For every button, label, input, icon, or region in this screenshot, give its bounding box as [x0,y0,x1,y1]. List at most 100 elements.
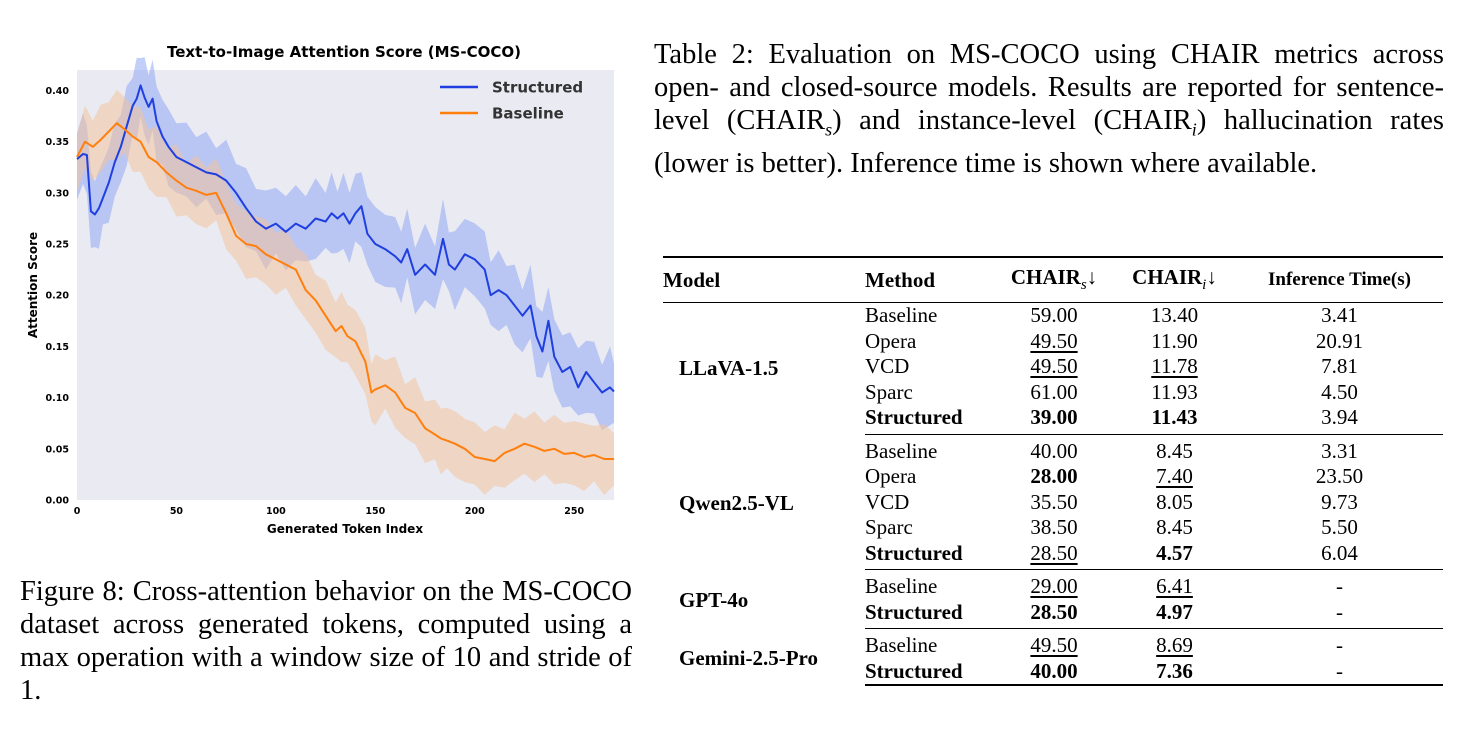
table-row: Structured 39.00 11.43 3.94 [663,405,1443,435]
y-tick-label: 0.20 [46,291,70,302]
method-cell: Structured [865,599,995,629]
header-chair-s: CHAIRs↓ [995,256,1113,303]
inference-time-cell: 9.73 [1321,489,1358,514]
chair-i-cell: 11.43 [1113,405,1236,435]
y-tick-label: 0.05 [46,444,69,455]
table-row: LLaVA-1.5 Baseline 59.00 13.40 3.41 [663,303,1443,380]
chair-s-cell: 59.00 [1030,303,1078,327]
chair-i-cell: 8.05 [1156,489,1193,514]
x-tick-label: 100 [266,506,286,517]
table-header-row: Model Method CHAIRs↓ CHAIRi↓ Inference T… [663,256,1443,303]
method-cell: Baseline [865,438,938,463]
legend-label-structured: Structured [492,79,583,97]
chart-legend: Structured Baseline [440,79,583,123]
method-cell: Structured [865,540,995,570]
inference-time-cell: 5.50 [1321,515,1358,539]
inference-time-cell: 6.04 [1236,540,1443,570]
chart-title: Text-to-Image Attention Score (MS-COCO) [167,43,521,61]
table-row: Sparc 38.50 8.45 5.50 [663,515,1443,541]
series-line-structured [76,84,615,394]
chair-i-cell: 7.36 [1113,658,1236,686]
inference-time-cell: 3.94 [1236,405,1443,435]
model-name-cell: Qwen2.5-VL [679,491,794,515]
chair-s-cell: 40.00 [995,658,1113,686]
table-row: Structured 40.00 7.36- [663,658,1443,686]
figure-8: Text-to-Image Attention Score (MS-COCO) … [0,0,640,742]
series-line-baseline [76,122,614,463]
method-cell: Baseline [865,303,938,327]
y-tick-label: 0.30 [46,188,70,199]
method-cell: Sparc [865,379,913,404]
table-row: Opera 28.00 7.40 23.50 [663,464,1443,490]
model-name-cell: LLaVA-1.5 [679,355,779,380]
inference-time-cell: - [1236,658,1443,686]
y-tick-label: 0.15 [46,342,69,353]
method-cell: VCD [865,354,910,378]
chair-s-cell: 38.50 [1030,515,1078,539]
x-tick-label: 250 [564,506,584,517]
figure-caption: Figure 8: Cross-attention behavior on th… [20,576,632,706]
header-chair-i: CHAIRi↓ [1113,256,1236,303]
method-cell: Baseline [865,633,938,657]
method-cell: Opera [865,328,917,353]
method-cell: Baseline [865,574,938,598]
chair-i-cell: 6.41 [1156,574,1193,598]
inference-time-cell: 4.50 [1321,379,1358,404]
chair-i-cell: 4.97 [1113,599,1236,629]
inference-time-cell: 23.50 [1315,464,1364,488]
table-row: Structured 28.50 4.57 6.04 [663,540,1443,570]
header-inference-time: Inference Time(s) [1236,256,1443,303]
inference-time-cell: 3.31 [1321,438,1358,463]
results-table: Model Method CHAIRs↓ CHAIRi↓ Inference T… [663,256,1443,686]
method-cell: VCD [865,489,910,514]
inference-time-cell: 3.41 [1321,303,1358,327]
chair-s-cell: 28.50 [995,540,1113,570]
model-name-cell: Gemini-2.5-Pro [679,646,819,670]
table-row: Gemini-2.5-Pro Baseline 49.50 8.69 - [663,629,1443,670]
chair-i-cell: 11.93 [1151,379,1198,404]
table-row: Opera 49.50 11.90 20.91 [663,329,1443,355]
chair-i-cell: 11.78 [1151,354,1198,378]
x-tick-label: 150 [365,506,385,517]
inference-time-cell: - [1336,574,1343,598]
chair-s-cell: 40.00 [1030,438,1078,463]
header-model: Model [663,256,865,303]
chair-s-cell: 49.50 [1030,328,1078,353]
method-cell: Opera [865,464,917,488]
model-name-cell: GPT-4o [679,588,749,613]
chair-s-cell: 39.00 [995,405,1113,435]
chair-i-cell: 4.57 [1113,540,1236,570]
table-row: VCD 49.50 11.78 7.81 [663,354,1443,380]
chair-s-cell: 29.00 [1030,574,1078,598]
x-tick-label: 50 [170,506,184,517]
chair-i-cell: 8.45 [1156,438,1193,463]
chair-i-cell: 11.90 [1151,328,1198,353]
chair-s-cell: 61.00 [1030,379,1078,404]
x-tick-label: 200 [465,506,485,517]
confidence-band-structured [77,57,614,431]
legend-label-baseline: Baseline [492,105,564,123]
table-row: VCD 35.50 8.05 9.73 [663,490,1443,516]
y-axis-label: Attention Score [26,232,40,338]
table-row: Sparc 61.00 11.93 4.50 [663,380,1443,406]
chair-i-cell: 7.40 [1156,464,1193,488]
table-caption: Table 2: Evaluation on MS-COCO using CHA… [654,39,1444,179]
header-method: Method [865,256,995,303]
chair-i-cell: 8.69 [1156,633,1193,657]
table-row: Qwen2.5-VL Baseline 40.00 8.45 3.31 [663,434,1443,516]
method-cell: Structured [865,405,995,435]
table-row: Structured 28.50 4.97- [663,599,1443,629]
chair-s-cell: 28.50 [995,599,1113,629]
confidence-band-baseline [77,89,614,496]
chair-s-cell: 49.50 [1030,633,1078,657]
chair-i-cell: 8.45 [1156,515,1193,539]
chair-i-cell: 13.40 [1150,303,1199,327]
chair-s-cell: 35.50 [1030,489,1078,514]
y-tick-label: 0.00 [46,496,70,507]
method-cell: Structured [865,658,995,686]
attention-line-chart: Text-to-Image Attention Score (MS-COCO) … [26,43,615,536]
inference-time-cell: - [1336,633,1343,657]
x-tick-label: 0 [74,506,81,517]
y-tick-label: 0.10 [46,393,70,404]
inference-time-cell: - [1236,599,1443,629]
